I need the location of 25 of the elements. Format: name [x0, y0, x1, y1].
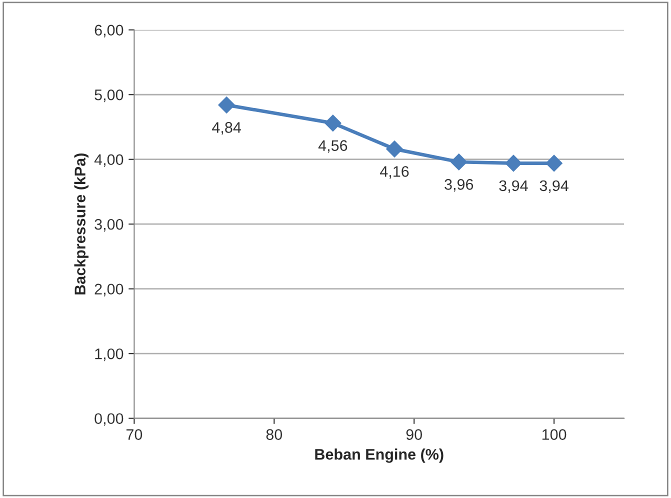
point — [218, 96, 235, 114]
point — [546, 154, 562, 172]
point — [386, 140, 403, 158]
y-tick-label: 2,00 — [94, 284, 124, 296]
y-tick-label: 6,00 — [94, 24, 124, 38]
data-label: 3,94 — [540, 180, 568, 193]
data-label: 3,94 — [499, 180, 528, 193]
y-tick-label: 1,00 — [95, 348, 124, 362]
data-label: 4,56 — [318, 140, 348, 153]
x-tick-label: 100 — [542, 429, 566, 440]
y-tick-label: 4,00 — [94, 154, 124, 167]
x-tick-label: 80 — [266, 429, 282, 440]
y-tick-label: 3,00 — [94, 218, 124, 232]
y-tick-label: 5,00 — [94, 89, 124, 102]
y-tick-label: 0,00 — [94, 413, 124, 426]
x-axis-title: Beban Engine (%) — [315, 448, 444, 463]
x-tick-label: 90 — [406, 429, 422, 440]
x-tick-label: 70 — [126, 429, 142, 440]
point — [505, 154, 522, 172]
y-axis-title: Backpressure (kPa) — [74, 154, 88, 294]
point — [450, 154, 468, 170]
data-label: 4,16 — [380, 166, 409, 179]
point — [324, 114, 342, 132]
data-label: 3,96 — [444, 179, 474, 192]
data-label: 4,84 — [212, 122, 241, 135]
